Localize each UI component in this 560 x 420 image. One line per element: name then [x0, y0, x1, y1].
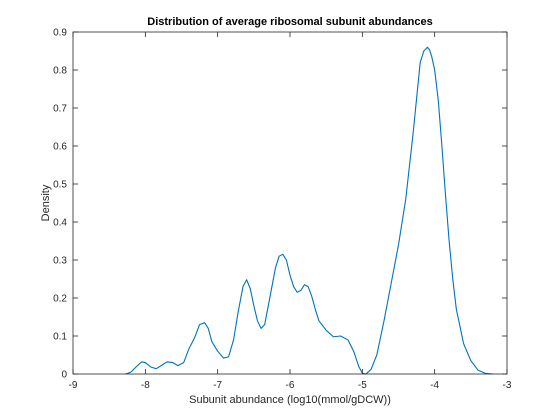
x-tick-label: -7	[213, 380, 222, 391]
series-layer	[125, 46, 494, 375]
y-tick-label: 0.1	[53, 332, 67, 343]
series-line-0	[125, 46, 494, 375]
chart-title: Distribution of average ribosomal subuni…	[147, 16, 432, 28]
x-tick-label: -8	[141, 380, 150, 391]
x-tick-label: -6	[286, 380, 295, 391]
axes-layer: -9 -8 -7 -6 -5 -4 -3 0 0.1 0.2 0.3 0.4 0.5 0.6 0.7 0.8 0…	[53, 28, 512, 392]
y-tick-label: 0.8	[53, 66, 67, 77]
y-tick-label: 0.5	[53, 180, 67, 191]
y-tick-label: 0.4	[53, 218, 67, 229]
x-tick-label: -9	[69, 380, 78, 391]
y-tick-label: 0	[61, 370, 67, 381]
x-tick-label: -4	[430, 380, 439, 391]
y-tick-label: 0.7	[53, 104, 67, 115]
y-tick-label: 0.9	[53, 28, 67, 39]
plot-area-background	[73, 32, 507, 374]
x-tick-label: -3	[503, 380, 512, 391]
y-axis-label: Density	[40, 184, 52, 221]
x-tick-label: -5	[358, 380, 367, 391]
y-tick-label: 0.2	[53, 294, 67, 305]
y-tick-label: 0.3	[53, 256, 67, 267]
y-tick-label: 0.6	[53, 142, 67, 153]
x-axis-label: Subunit abundance (log10(mmol/gDCW))	[189, 394, 391, 406]
